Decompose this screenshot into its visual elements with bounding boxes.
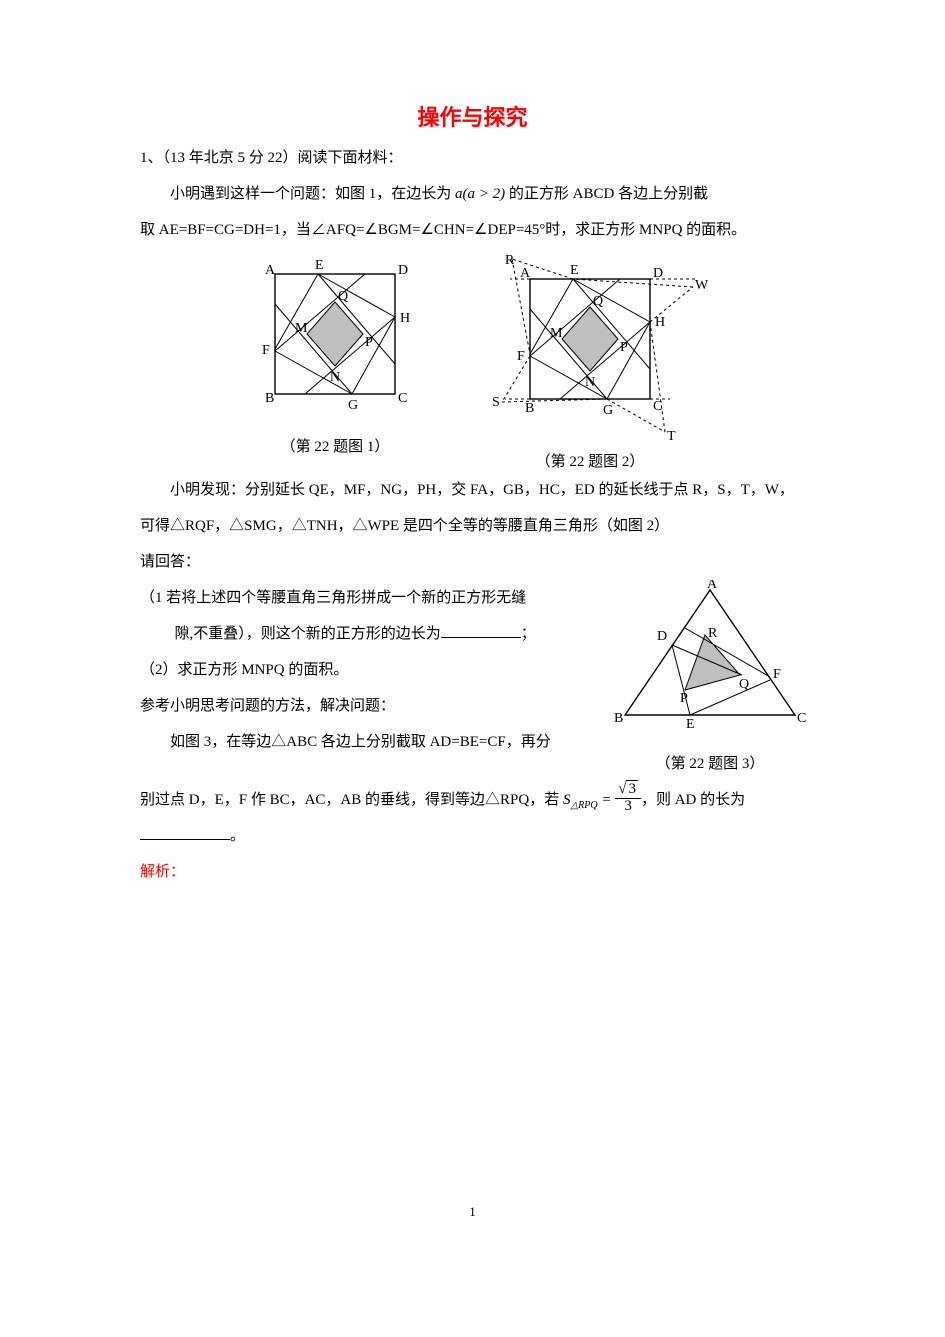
p3b: 别过点 D，E，F 作 BC，AC，AB 的垂线，得到等边△RPQ，若 S△RP… — [140, 782, 810, 818]
blank-line-2: 。 — [140, 818, 810, 854]
after-fig-1: 小明发现：分别延长 QE，MF，NG，PH，交 FA，GB，HC，ED 的延长线… — [140, 472, 810, 508]
paragraph-2: 取 AE=BF=CG=DH=1，当∠AFQ=∠BGM=∠CHN=∠DEP=45°… — [140, 212, 810, 248]
p3b-mid: ，则 AD 的长为 — [641, 792, 745, 808]
fig2-T: T — [667, 429, 676, 444]
figure-1-caption: （第 22 题图 1） — [240, 440, 430, 455]
fig2-F: F — [517, 349, 525, 364]
sub1b-text: 隙,不重叠），则这个新的正方形的边长为 — [175, 626, 441, 642]
body: 1、（13 年北京 5 分 22）阅读下面材料： 小明遇到这样一个问题：如图 1… — [140, 140, 810, 890]
fig2-N: N — [585, 375, 595, 390]
fig2-D: D — [653, 266, 663, 281]
fig1-A: A — [265, 263, 276, 278]
figure-3-svg: A B C D E F R P Q — [610, 580, 810, 730]
fig2-H: H — [655, 315, 665, 330]
fig3-R: R — [708, 626, 718, 641]
figure-3-caption: （第 22 题图 3） — [610, 746, 810, 782]
page: 操作与探究 1、（13 年北京 5 分 22）阅读下面材料： 小明遇到这样一个问… — [0, 0, 945, 1337]
reference-line: 参考小明思考问题的方法，解决问题： — [140, 688, 600, 724]
fraction: √33 — [615, 782, 641, 815]
sub1-line2: 隙,不重叠），则这个新的正方形的边长为 ； — [140, 616, 600, 652]
sub1-line1: （1 若将上述四个等腰直角三角形拼成一个新的正方形无缝 — [140, 580, 600, 616]
solution-label: 解析： — [140, 854, 810, 890]
fig2-R: R — [505, 254, 515, 268]
fraction-num: √3 — [615, 782, 641, 799]
fig1-B: B — [265, 391, 274, 406]
fig3-F: F — [773, 667, 781, 682]
fig1-M: M — [295, 321, 308, 336]
fig2-C: C — [653, 399, 662, 414]
S-expr: S△RPQ = — [563, 792, 615, 808]
fig2-E: E — [570, 263, 579, 278]
fig1-F: F — [262, 343, 270, 358]
wrap-text: （1 若将上述四个等腰直角三角形拼成一个新的正方形无缝 隙,不重叠），则这个新的… — [140, 580, 600, 760]
fig2-B: B — [525, 401, 534, 416]
page-number: 1 — [0, 1196, 945, 1227]
p1-a: 小明遇到这样一个问题：如图 1，在边长为 — [170, 186, 455, 202]
fig2-M: M — [550, 326, 563, 341]
please-answer: 请回答： — [140, 544, 810, 580]
sqrt-radicand: 3 — [626, 780, 638, 797]
blank2-tail: 。 — [230, 828, 245, 844]
fig2-S: S — [492, 395, 500, 410]
figure-2-svg: A D B C E H G F M N P Q R S T W — [470, 254, 710, 449]
figure-row: A D B C E H G F M N P Q （第 22 题图 1） — [140, 254, 810, 470]
fig1-H: H — [400, 311, 410, 326]
fig1-P: P — [365, 335, 373, 350]
figure-3: A B C D E F R P Q （第 22 题图 3） — [610, 580, 810, 782]
question-source: 1、（13 年北京 5 分 22）阅读下面材料： — [140, 140, 810, 176]
sqrt: √3 — [618, 782, 638, 798]
fig3-C: C — [797, 711, 806, 726]
sub1b-tail: ； — [521, 626, 536, 642]
paragraph-1: 小明遇到这样一个问题：如图 1，在边长为 a(a > 2) 的正方形 ABCD … — [140, 176, 810, 212]
wrap-row: （1 若将上述四个等腰直角三角形拼成一个新的正方形无缝 隙,不重叠），则这个新的… — [140, 580, 810, 782]
fig2-G: G — [603, 403, 613, 418]
fig2-P: P — [620, 340, 628, 355]
fig1-G: G — [348, 398, 358, 413]
figure-1-svg: A D B C E H G F M N P Q — [240, 254, 430, 434]
page-title: 操作与探究 — [0, 92, 945, 145]
fig3-P: P — [680, 691, 688, 706]
fig1-D: D — [398, 263, 408, 278]
blank-2 — [140, 824, 230, 840]
fig3-Q: Q — [739, 677, 749, 692]
fig1-C: C — [398, 391, 407, 406]
after-fig-2: 可得△RQF，△SMG，△TNH，△WPE 是四个全等的等腰直角三角形（如图 2… — [140, 508, 810, 544]
S-sub: △RPQ — [570, 800, 597, 811]
fig3-B: B — [614, 711, 623, 726]
p1-math: a(a > 2) — [455, 186, 505, 202]
fig3-D: D — [657, 629, 667, 644]
fig3-E: E — [686, 717, 695, 730]
figure-1: A D B C E H G F M N P Q （第 22 题图 1） — [240, 254, 430, 470]
blank-1 — [441, 622, 521, 638]
fig1-Q: Q — [338, 289, 348, 304]
fig1-N: N — [330, 370, 340, 385]
figure-2-caption: （第 22 题图 2） — [470, 455, 710, 470]
fig2-A: A — [520, 266, 531, 281]
p3b-pre: 别过点 D，E，F 作 BC，AC，AB 的垂线，得到等边△RPQ，若 — [140, 792, 563, 808]
p3a: 如图 3，在等边△ABC 各边上分别截取 AD=BE=CF，再分 — [140, 724, 600, 760]
sub2: （2）求正方形 MNPQ 的面积。 — [140, 652, 600, 688]
fig3-A: A — [707, 580, 718, 592]
p1-b: 的正方形 ABCD 各边上分别截 — [505, 186, 708, 202]
fraction-den: 3 — [615, 799, 641, 815]
fig2-W: W — [695, 278, 709, 293]
fig1-E: E — [315, 258, 324, 273]
figure-2: A D B C E H G F M N P Q R S T W （ — [470, 254, 710, 470]
fig2-Q: Q — [593, 294, 603, 309]
